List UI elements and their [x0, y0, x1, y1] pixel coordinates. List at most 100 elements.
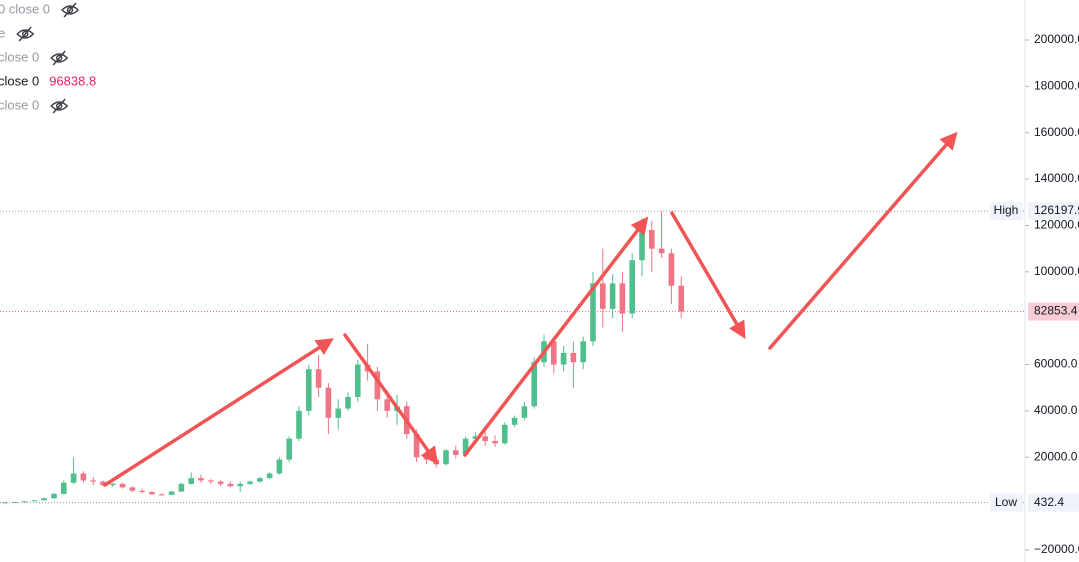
candle-body	[668, 253, 675, 286]
candle-body	[247, 481, 253, 484]
candle-body	[315, 369, 322, 388]
low-label: Low	[995, 495, 1017, 509]
low-label-box	[990, 493, 1023, 512]
candle-body	[355, 364, 361, 397]
arrow	[670, 211, 746, 340]
candle-body	[560, 352, 567, 365]
annotation-arrows	[103, 131, 958, 487]
last-price-tag	[1028, 302, 1079, 321]
y-tick-label: 100000.0	[1034, 264, 1079, 278]
candle-body	[90, 480, 96, 482]
candle-body	[384, 399, 390, 411]
candle-body	[31, 500, 38, 502]
candle-body	[482, 436, 488, 442]
legend: 0 close 0 e close 0 close 0 96838.8 close 0	[0, 1, 96, 114]
candle-body	[472, 436, 479, 439]
candle-body	[12, 501, 18, 503]
eye-pupil	[22, 30, 29, 38]
candle-body	[590, 283, 596, 342]
arrow	[768, 131, 958, 350]
candle-body	[129, 487, 136, 491]
candle-body	[502, 424, 508, 444]
eye-slash	[18, 26, 32, 42]
candle-body	[286, 438, 292, 460]
candle-body	[178, 483, 185, 492]
eye-off-icon	[50, 50, 69, 66]
high-label: High	[994, 203, 1019, 217]
eye-off-icon	[16, 26, 35, 42]
candle-body	[110, 483, 116, 486]
candle-body	[306, 369, 312, 411]
candle-body	[649, 230, 655, 249]
y-tick-label: 200000.0	[1034, 32, 1079, 46]
candle-body	[453, 450, 459, 455]
candle-body	[639, 230, 645, 261]
candle-body	[423, 457, 430, 460]
legend-text: close 0	[0, 73, 39, 88]
y-tick-label: 160000.0	[1034, 125, 1079, 139]
eye-off-icon	[50, 98, 69, 114]
y-tick-label: 180000.0	[1034, 79, 1079, 93]
candle-body	[296, 410, 302, 439]
candle-body	[168, 491, 175, 495]
y-tick-label: 20000.0	[1034, 449, 1078, 463]
candle-body	[208, 480, 214, 482]
candle-body	[531, 362, 537, 407]
high-value: 126197.9	[1034, 203, 1079, 217]
candle-body	[21, 501, 28, 503]
arrow	[343, 333, 439, 465]
low-value: 432.4	[1034, 495, 1064, 509]
candle-body	[188, 478, 194, 484]
candle-body	[237, 483, 243, 487]
candle-body	[345, 396, 351, 409]
candle-body	[227, 483, 234, 487]
candle-body	[609, 283, 616, 309]
candle-body	[629, 260, 635, 314]
candle-body	[41, 498, 47, 501]
candle-body	[61, 482, 67, 494]
high-label-box	[990, 202, 1023, 221]
candle-body	[600, 283, 606, 309]
plot	[2, 211, 684, 504]
candle-body	[149, 492, 155, 495]
eye-pupil	[56, 54, 63, 62]
candle-body	[325, 387, 332, 418]
eye-pupil	[66, 6, 74, 14]
candle-body	[551, 341, 557, 365]
low-value-box	[1028, 493, 1079, 512]
eye-slash	[52, 50, 66, 66]
eye-slash	[52, 98, 66, 114]
candle-body	[217, 481, 224, 484]
candle-body	[51, 493, 57, 499]
candle-body	[462, 438, 469, 455]
candle-body	[139, 490, 145, 493]
candle-body	[100, 481, 106, 486]
legend-value: 96838.8	[49, 73, 96, 88]
eye-off-icon	[61, 2, 80, 18]
eye-pupil	[56, 102, 63, 110]
candle-body	[570, 352, 577, 363]
y-tick-label: 120000.0	[1034, 218, 1079, 232]
candle-body	[374, 371, 381, 400]
candle-body	[2, 502, 8, 504]
y-tick-label: 40000.0	[1034, 403, 1078, 417]
candle-body	[198, 478, 204, 481]
candle-body	[511, 417, 518, 425]
candle-body	[413, 434, 420, 458]
candle-body	[70, 473, 77, 483]
candle-body	[276, 459, 283, 474]
candle-body	[580, 341, 586, 363]
candle-body	[443, 450, 449, 465]
arrow	[463, 216, 649, 457]
last-price: 82853.4	[1034, 304, 1078, 318]
candle-body	[266, 473, 273, 479]
y-tick-label: 60000.0	[1034, 357, 1078, 371]
eye-slash	[63, 2, 77, 18]
candle-body	[80, 473, 87, 481]
candle-body	[159, 494, 165, 496]
candle-body	[658, 248, 665, 254]
y-tick-label: −20000.0	[1034, 542, 1079, 556]
candle-body	[521, 406, 528, 418]
y-tick-label: 140000.0	[1034, 171, 1079, 185]
candle-body	[492, 441, 498, 444]
